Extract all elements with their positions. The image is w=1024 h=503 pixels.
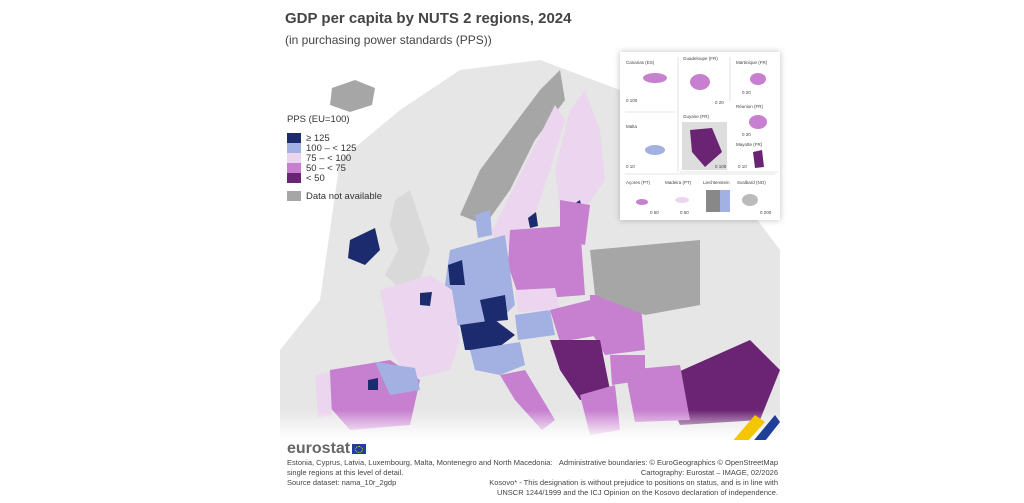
- inset-scale: 0 10: [738, 164, 747, 169]
- region-turkey: [660, 340, 780, 425]
- region-balkans: [550, 340, 610, 400]
- legend-item: < 50: [287, 172, 382, 184]
- note-line: single regions at this level of detail.: [287, 468, 404, 477]
- region-madrid: [368, 378, 378, 390]
- legend-swatch: [287, 153, 301, 163]
- eurostat-logo: eurostat: [287, 440, 367, 458]
- legend-label: 100 – < 125: [306, 142, 357, 154]
- region-turkey-west: [625, 365, 690, 422]
- region-hungary: [550, 300, 600, 342]
- inset-scale: 0 20: [715, 100, 724, 105]
- inset-scale: 0 50: [650, 210, 659, 215]
- legend-item: 75 – < 100: [287, 152, 382, 164]
- region-finland: [555, 90, 605, 215]
- region-switzerland: [460, 320, 515, 350]
- legend-label: ≥ 125: [306, 132, 330, 144]
- region-portugal: [315, 372, 332, 418]
- inset-label: Guadeloupe (FR): [683, 56, 718, 61]
- legend-swatch: [287, 173, 301, 183]
- legend-label: 50 – < 75: [306, 162, 346, 174]
- note-line: Estonia, Cyprus, Latvia, Luxembourg, Mal…: [287, 458, 553, 467]
- inset-scale: 0 20: [742, 132, 751, 137]
- inset-label: Canarias (ES): [626, 60, 655, 65]
- inset-label: Svalbard (NO): [737, 180, 766, 185]
- legend-label: 75 – < 100: [306, 152, 352, 164]
- region-stockholm: [528, 212, 538, 228]
- inset-label: Malta: [626, 124, 638, 129]
- logo-stripe-blue: [754, 415, 780, 440]
- region-czechia: [515, 288, 560, 312]
- legend-swatch: [287, 143, 301, 153]
- region-paris: [420, 292, 432, 306]
- inset-shapes: [625, 57, 778, 212]
- note-line: UNSCR 1244/1999 and the ICJ Opinion on t…: [496, 488, 778, 497]
- legend: PPS (EU=100) ≥ 125 100 – < 125 75 – < 10…: [287, 114, 383, 202]
- region-de-rich-1: [480, 295, 508, 322]
- region-austria: [515, 310, 555, 340]
- source-line: Source dataset: nama_10r_2gdp: [287, 478, 397, 487]
- logo-text: eurostat: [287, 440, 351, 457]
- legend-title: PPS (EU=100): [287, 114, 350, 125]
- legend-item: 100 – < 125: [287, 142, 382, 154]
- region-iceland: [330, 80, 375, 112]
- inset-label: Guyane (FR): [683, 114, 710, 119]
- region-italy-north: [470, 342, 525, 375]
- map-subtitle: (in purchasing power standards (PPS)): [285, 33, 492, 47]
- note-line: Cartography: Eurostat – IMAGE, 02/2026: [640, 468, 778, 477]
- logo-stripe-yellow: [733, 415, 765, 440]
- note-line: Administrative boundaries: © EuroGeograp…: [558, 458, 778, 467]
- region-denmark: [475, 210, 492, 238]
- inset-label: Mayotte (FR): [736, 142, 763, 147]
- eu-flag-icon: [352, 444, 367, 454]
- notes-right: Administrative boundaries: © EuroGeograp…: [489, 458, 778, 498]
- legend-swatch: [287, 133, 301, 143]
- notes-left: Estonia, Cyprus, Latvia, Luxembourg, Mal…: [287, 458, 553, 488]
- legend-label: Data not available: [306, 190, 383, 202]
- inset-scale: 0 20: [742, 90, 751, 95]
- legend-label: < 50: [306, 172, 325, 184]
- map-title: GDP per capita by NUTS 2 regions, 2024: [285, 10, 572, 27]
- region-ireland: [348, 228, 380, 265]
- region-france: [380, 275, 460, 380]
- inset-scale: 0 10: [626, 164, 635, 169]
- inset-scale: 0 200: [760, 210, 772, 215]
- inset-label: Liechtenstein: [703, 180, 730, 185]
- legend-swatch: [287, 163, 301, 173]
- region-de-rich-2: [448, 260, 465, 285]
- inset-scale: 0 50: [680, 210, 689, 215]
- inset-label: Açores (PT): [626, 180, 651, 185]
- inset-label: Martinique (FR): [736, 60, 768, 65]
- legend-swatch: [287, 191, 301, 201]
- legend-item: 50 – < 75: [287, 162, 382, 174]
- region-uk: [385, 190, 430, 288]
- inset-label: Madeira (PT): [665, 180, 692, 185]
- region-ukraine: [590, 240, 700, 315]
- inset-panel: Canarias (ES) 0 100 Guadeloupe (FR) 0 20…: [620, 52, 780, 220]
- inset-scale: 0 100: [626, 98, 638, 103]
- region-poland: [508, 225, 585, 300]
- legend-item-na: Data not available: [287, 190, 383, 202]
- note-line: Kosovo* - This designation is without pr…: [489, 478, 778, 487]
- region-spain-north: [375, 362, 420, 395]
- region-sweden: [490, 105, 565, 250]
- region-romania: [590, 295, 645, 355]
- region-norway: [460, 70, 565, 225]
- legend-item: ≥ 125: [287, 132, 382, 144]
- inset-label: Réunion (FR): [736, 104, 764, 109]
- inset-scale: 0 100: [715, 164, 727, 169]
